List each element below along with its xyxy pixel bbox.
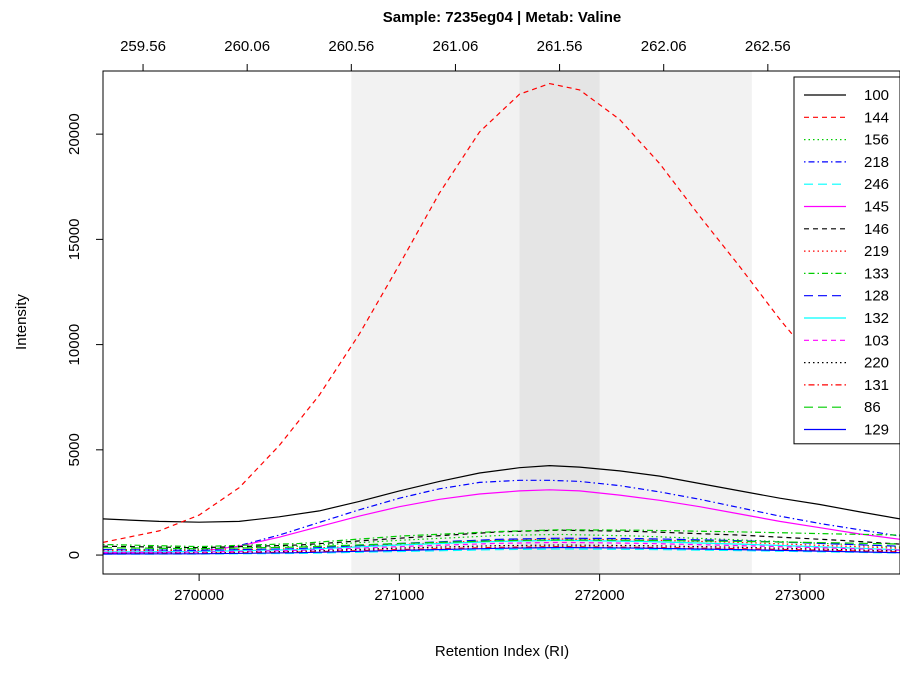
- series-lines: [103, 82, 900, 555]
- x-tick-label: 271000: [374, 587, 424, 604]
- x-axis-title: Retention Index (RI): [435, 643, 569, 660]
- legend-label: 86: [864, 399, 881, 416]
- top-tick-label: 262.56: [745, 38, 791, 55]
- legend-label: 246: [864, 176, 889, 193]
- y-tick-label: 15000: [66, 219, 83, 261]
- y-axis: 0 5000 10000 15000 20000: [66, 113, 104, 559]
- series-line-86: [103, 539, 900, 550]
- top-tick-label: 261.56: [537, 38, 583, 55]
- series-line-218: [103, 479, 900, 554]
- top-axis: 259.56 260.06 260.56 261.06 261.56 262.06 262.…: [120, 38, 791, 72]
- y-tick-label: 10000: [66, 324, 83, 366]
- legend-label: 133: [864, 265, 889, 282]
- legend: 100 144 156 218 246 145 146 219 133 128 132 103 220 1…: [793, 76, 900, 445]
- legend-label: 131: [864, 377, 889, 394]
- legend-label: 156: [864, 132, 889, 149]
- legend-label: 129: [864, 422, 889, 439]
- legend-label: 220: [864, 355, 889, 372]
- top-tick-label: 260.06: [224, 38, 270, 55]
- legend-label: 100: [864, 87, 889, 104]
- legend-label: 103: [864, 332, 889, 349]
- highlight-regions: [351, 71, 752, 574]
- top-tick-label: 260.56: [328, 38, 374, 55]
- x-tick-label: 272000: [575, 587, 625, 604]
- legend-label: 146: [864, 221, 889, 238]
- y-tick-label: 5000: [66, 433, 83, 466]
- x-tick-label: 273000: [775, 587, 825, 604]
- legend-label: 132: [864, 310, 889, 327]
- legend-label: 145: [864, 199, 889, 216]
- chart-title: Sample: 7235eg04 | Metab: Valine: [383, 9, 621, 26]
- series-line-129: [103, 546, 900, 555]
- y-tick-label: 0: [66, 551, 83, 559]
- top-tick-label: 261.06: [432, 38, 478, 55]
- legend-label: 128: [864, 288, 889, 305]
- top-tick-label: 259.56: [120, 38, 166, 55]
- legend-box: [793, 76, 900, 445]
- shaded-region: [519, 71, 600, 574]
- series-line-100: [103, 464, 900, 523]
- y-tick-label: 20000: [66, 113, 83, 155]
- y-axis-title: Intensity: [13, 294, 30, 350]
- x-axis: 270000 271000 272000 273000: [174, 573, 825, 604]
- x-tick-label: 270000: [174, 587, 224, 604]
- series-line-103: [103, 541, 900, 554]
- legend-label: 219: [864, 243, 889, 260]
- series-line-145: [103, 489, 900, 554]
- legend-label: 218: [864, 154, 889, 171]
- series-line-144: [103, 82, 900, 543]
- legend-label: 144: [864, 109, 889, 126]
- series-line-133: [103, 529, 900, 548]
- top-tick-label: 262.06: [641, 38, 687, 55]
- series-line-131: [103, 545, 900, 555]
